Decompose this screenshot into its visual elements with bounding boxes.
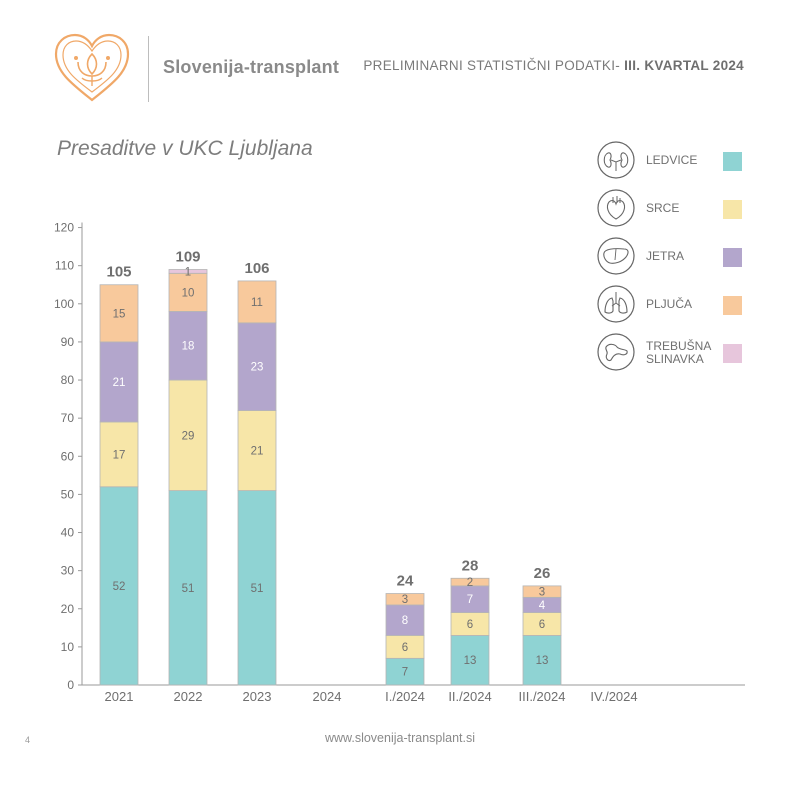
x-tick-label: 2024 (313, 689, 342, 704)
y-tick-label: 30 (61, 564, 75, 578)
x-tick-label: I./2024 (385, 689, 425, 704)
bar-segment (168, 311, 208, 381)
header-divider (148, 36, 149, 102)
bar-segment (237, 322, 277, 411)
data-label: 10 (182, 287, 195, 299)
total-label: 109 (175, 248, 200, 265)
data-label: 17 (113, 449, 126, 461)
liver-icon (597, 237, 635, 275)
legend-swatch (723, 344, 742, 363)
legend-item-srce: SRCE (596, 188, 756, 232)
legend-label: TREBUŠNA SLINAVKA (646, 339, 711, 366)
data-label: 8 (402, 615, 408, 627)
footer-website: www.slovenija-transplant.si (324, 731, 476, 745)
y-tick-label: 20 (61, 602, 75, 616)
bar-segment (168, 269, 208, 274)
x-tick-label: IV./2024 (590, 689, 637, 704)
total-label: 105 (106, 264, 131, 281)
bar-segment (237, 410, 277, 491)
data-label: 7 (467, 594, 473, 606)
total-label: 106 (244, 260, 269, 277)
data-label: 23 (251, 362, 264, 374)
legend-swatch (723, 200, 742, 219)
legend-label: SRCE (646, 201, 680, 215)
y-tick-label: 40 (61, 526, 75, 540)
pancreas-icon (597, 333, 635, 371)
bar-segment (237, 280, 277, 324)
bar-segment (450, 577, 490, 587)
data-label: 2 (467, 577, 473, 589)
data-label: 21 (113, 377, 126, 389)
legend-label: PLJUČA (646, 297, 693, 311)
page-number: 4 (25, 735, 31, 745)
data-label: 29 (182, 430, 195, 442)
bar-segment (99, 486, 139, 686)
data-label: 1 (185, 266, 191, 278)
total-label: 26 (534, 565, 551, 582)
legend-label: LEDVICE (646, 153, 698, 167)
legend-swatch (723, 152, 742, 171)
data-label: 6 (467, 619, 473, 631)
y-tick-label: 70 (61, 411, 75, 425)
bar-segment (385, 593, 425, 606)
data-label: 15 (113, 308, 126, 320)
data-label: 21 (251, 446, 264, 458)
x-tick-label: 2023 (243, 689, 272, 704)
header-subtitle-quarter: III. KVARTAL 2024 (624, 58, 744, 73)
kidney-icon (597, 141, 635, 179)
bar-segment (99, 284, 139, 343)
y-tick-label: 120 (54, 221, 74, 235)
heart-icon (597, 189, 635, 227)
bar-segment (168, 272, 208, 312)
slovenija-transplant-logo (54, 33, 130, 102)
legend-item-ledvice: LEDVICE (596, 140, 756, 184)
data-label: 18 (182, 341, 195, 353)
data-label: 6 (402, 642, 408, 654)
header-subtitle-prefix: PRELIMINARNI STATISTIČNI PODATKI- (363, 58, 621, 73)
y-tick-label: 10 (61, 640, 75, 654)
bar-segment (522, 635, 562, 686)
data-label: 7 (402, 667, 408, 679)
data-label: 13 (464, 655, 477, 667)
bar-segment (99, 421, 139, 488)
bar-segment (168, 379, 208, 491)
y-tick-label: 90 (61, 335, 75, 349)
x-tick-label: 2021 (105, 689, 134, 704)
data-label: 6 (539, 619, 545, 631)
data-label: 3 (539, 587, 545, 599)
y-tick-label: 60 (61, 449, 75, 463)
bar-segment (522, 585, 562, 598)
data-label: 51 (182, 583, 195, 595)
legend-swatch (723, 296, 742, 315)
legend-item-jetra: JETRA (596, 236, 756, 280)
y-tick-label: 50 (61, 487, 75, 501)
lungs-icon (597, 285, 635, 323)
data-label: 11 (251, 297, 263, 309)
x-tick-label: II./2024 (448, 689, 491, 704)
legend-item-trebusna-slinavka: TREBUŠNA SLINAVKA (596, 332, 756, 376)
data-label: 4 (539, 600, 546, 612)
total-label: 24 (397, 573, 414, 590)
data-label: 51 (251, 583, 264, 595)
brand-name: Slovenija-transplant (163, 57, 340, 77)
legend-label: JETRA (646, 249, 685, 263)
y-tick-label: 0 (67, 678, 74, 692)
bar-segment (168, 490, 208, 686)
legend-item-pljuca: PLJUČA (596, 284, 756, 328)
bar-segment (99, 341, 139, 423)
y-tick-label: 80 (61, 373, 75, 387)
data-label: 52 (113, 581, 126, 593)
data-label: 3 (402, 594, 408, 606)
header-subtitle: PRELIMINARNI STATISTIČNI PODATKI- III. K… (363, 58, 744, 73)
y-tick-label: 100 (54, 297, 74, 311)
x-tick-label: 2022 (174, 689, 203, 704)
x-tick-label: III./2024 (519, 689, 566, 704)
bar-segment (237, 490, 277, 686)
legend-swatch (723, 248, 742, 267)
data-label: 13 (536, 655, 549, 667)
total-label: 28 (462, 557, 479, 574)
y-tick-label: 110 (55, 259, 74, 273)
chart-title: Presaditve v UKC Ljubljana (57, 137, 313, 160)
